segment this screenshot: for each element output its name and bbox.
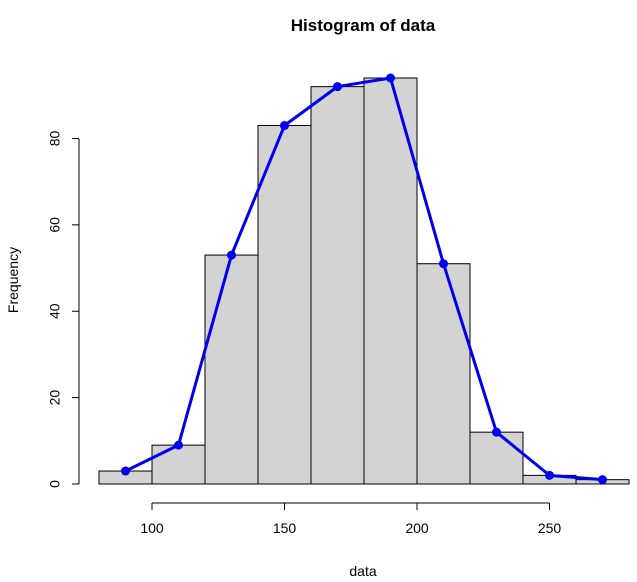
- x-axis: 100 150 200 250: [140, 502, 562, 536]
- x-tick-label-2: 200: [405, 520, 429, 536]
- frequency-point-4: [333, 82, 342, 92]
- frequency-point-6: [439, 259, 448, 269]
- x-tick-label-3: 250: [538, 520, 562, 536]
- histogram-bar-6: [416, 263, 471, 485]
- frequency-line: [124, 76, 603, 482]
- x-tick-label-0: 100: [140, 520, 164, 536]
- histogram-bar-4: [310, 86, 365, 485]
- y-axis-label: Frequency: [5, 247, 21, 313]
- frequency-point-1: [174, 440, 183, 450]
- frequency-point-5: [386, 73, 395, 83]
- frequency-point-7: [492, 427, 501, 437]
- frequency-line-layer: [121, 73, 607, 485]
- y-tick-label-3: 60: [47, 217, 63, 233]
- y-axis: 0 20 40 60 80: [47, 130, 80, 488]
- histogram-bar-7: [469, 431, 524, 485]
- y-tick-label-0: 0: [47, 480, 63, 488]
- frequency-point-0: [121, 466, 130, 476]
- histogram-bars: [98, 77, 630, 485]
- frequency-point-8: [545, 470, 554, 480]
- y-tick-label-2: 40: [47, 303, 63, 319]
- y-tick-label-1: 20: [47, 390, 63, 406]
- histogram-bar-2: [204, 254, 259, 485]
- histogram-bar-1: [151, 444, 206, 485]
- histogram-bar-5: [363, 77, 418, 485]
- frequency-point-2: [227, 250, 236, 260]
- histogram-bar-3: [257, 125, 312, 485]
- y-tick-label-4: 80: [47, 130, 63, 146]
- x-tick-label-1: 150: [273, 520, 297, 536]
- x-axis-label: data: [349, 563, 376, 579]
- frequency-point-9: [598, 475, 607, 485]
- frequency-point-3: [280, 121, 289, 131]
- chart-title: Histogram of data: [291, 16, 436, 35]
